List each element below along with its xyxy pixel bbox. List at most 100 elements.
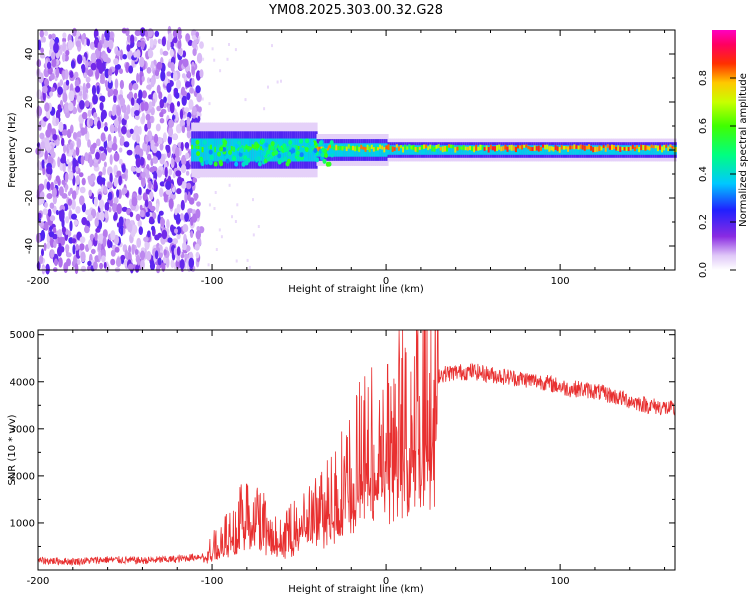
heatmap-cell — [299, 138, 303, 144]
heatmap-cell — [174, 228, 178, 234]
heatmap-cell — [381, 143, 385, 157]
heatmap-cell — [264, 142, 269, 148]
heatmap-cell — [544, 144, 548, 150]
heatmap-cell — [235, 259, 238, 263]
heatmap-cell — [650, 145, 654, 155]
heatmap-cell — [360, 144, 364, 150]
heatmap-cell — [437, 145, 441, 155]
heatmap-cell — [120, 225, 124, 237]
heatmap-cell — [89, 157, 93, 168]
heatmap-cell — [251, 138, 255, 162]
heatmap-cell — [145, 135, 149, 143]
heatmap-cell — [437, 144, 441, 149]
heatmap-cell — [40, 229, 46, 241]
heatmap-cell — [45, 263, 50, 275]
heatmap-cell — [323, 143, 328, 149]
heatmap-cell — [606, 145, 610, 155]
heatmap-cell — [36, 59, 42, 68]
heatmap-cell — [53, 42, 59, 54]
heatmap-cell — [69, 142, 74, 150]
heatmap-cell — [145, 113, 151, 121]
heatmap-cell — [75, 40, 81, 48]
heatmap-cell — [277, 159, 282, 165]
heatmap-cell — [542, 144, 546, 148]
heatmap-cell — [667, 146, 671, 152]
heatmap-cell — [149, 166, 156, 173]
heatmap-cell — [84, 100, 90, 108]
heatmap-cell — [329, 148, 334, 154]
heatmap-cell — [385, 145, 389, 150]
heatmap-cell — [172, 238, 178, 245]
heatmap-cell — [149, 115, 154, 123]
heatmap-cell — [146, 250, 152, 261]
heatmap-cell — [46, 61, 52, 69]
heatmap-cell — [75, 165, 79, 172]
x-tick-label: -200 — [27, 276, 50, 287]
heatmap-cell — [245, 144, 249, 150]
heatmap-cell — [182, 224, 189, 233]
heatmap-cell — [636, 145, 640, 149]
heatmap-cell — [581, 145, 585, 155]
heatmap-cell — [395, 145, 399, 155]
heatmap-cell — [59, 79, 64, 86]
heatmap-cell — [410, 145, 414, 155]
heatmap-cell — [381, 145, 385, 150]
heatmap-cell — [39, 30, 44, 38]
heatmap-cell — [107, 90, 111, 98]
heatmap-cell — [73, 71, 79, 79]
heatmap-cell — [152, 156, 159, 164]
heatmap-cell — [648, 146, 652, 151]
heatmap-cell — [150, 76, 155, 88]
heatmap-cell — [389, 146, 393, 150]
heatmap-cell — [182, 58, 189, 68]
heatmap-cell — [305, 138, 310, 144]
heatmap-cell — [143, 101, 149, 112]
heatmap-cell — [74, 79, 80, 88]
heatmap-cell — [79, 100, 85, 110]
heatmap-cell — [80, 155, 85, 166]
heatmap-cell — [400, 145, 404, 155]
heatmap-cell — [266, 156, 271, 162]
heatmap-cell — [85, 209, 91, 216]
heatmap-cell — [63, 262, 69, 274]
heatmap-cell — [204, 159, 209, 165]
heatmap-cell — [134, 144, 141, 155]
heatmap-cell — [100, 132, 106, 142]
heatmap-cell — [181, 73, 186, 79]
heatmap-cell — [293, 138, 297, 162]
heatmap-cell — [140, 176, 146, 188]
heatmap-cell — [116, 189, 120, 198]
heatmap-cell — [135, 213, 141, 222]
heatmap-cell — [646, 145, 650, 155]
heatmap-cell — [41, 248, 44, 257]
colorbar-tick-label: 0.4 — [698, 166, 709, 182]
heatmap-cell — [212, 147, 216, 152]
heatmap-cell — [49, 91, 54, 97]
heatmap-cell — [104, 122, 108, 128]
heatmap-cell — [116, 170, 122, 177]
heatmap-cell — [287, 146, 291, 153]
heatmap-cell — [613, 145, 617, 150]
heatmap-cell — [185, 81, 191, 88]
heatmap-cell — [583, 145, 587, 151]
heatmap-cell — [79, 243, 85, 251]
heatmap-cell — [161, 36, 166, 47]
heatmap-cell — [550, 146, 554, 151]
heatmap-cell — [354, 146, 358, 152]
heatmap-cell — [393, 147, 397, 151]
heatmap-cell — [169, 102, 175, 114]
heatmap-cell — [494, 146, 498, 152]
chart-title: YM08.2025.303.00.32.G28 — [268, 3, 443, 18]
x-tick-label: -100 — [201, 576, 224, 587]
heatmap-cell — [180, 141, 184, 152]
heatmap-cell — [57, 156, 61, 168]
heatmap-cell — [163, 96, 167, 103]
heatmap-cell — [460, 146, 464, 150]
heatmap-cell — [155, 123, 161, 132]
heatmap-cell — [111, 142, 118, 151]
heatmap-cell — [652, 145, 656, 155]
heatmap-cell — [175, 111, 179, 121]
heatmap-cell — [71, 190, 77, 200]
heatmap-cell — [276, 80, 279, 84]
heatmap-cell — [135, 134, 141, 144]
